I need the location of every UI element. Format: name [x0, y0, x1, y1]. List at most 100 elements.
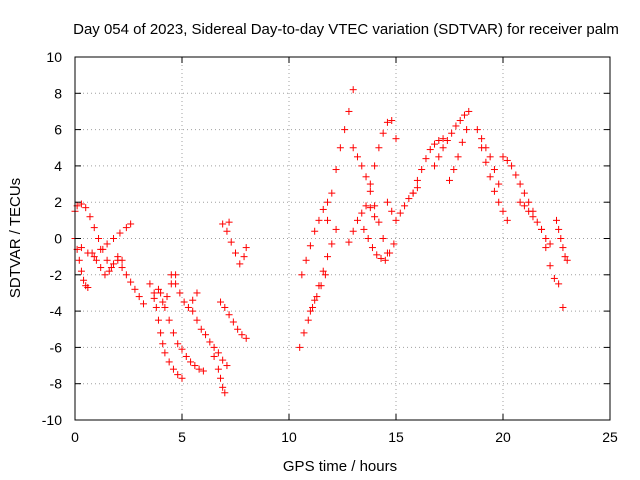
- data-point: [478, 135, 486, 143]
- data-point: [101, 271, 109, 279]
- data-point: [368, 244, 376, 252]
- data-point: [165, 358, 173, 366]
- x-tick-label: 15: [388, 429, 404, 445]
- data-point: [503, 216, 511, 224]
- data-point: [553, 216, 560, 224]
- data-point: [88, 249, 96, 257]
- grid: [75, 57, 610, 420]
- data-point: [345, 107, 353, 115]
- data-point: [460, 111, 468, 119]
- data-point: [486, 153, 494, 161]
- data-point: [495, 198, 503, 206]
- data-point: [225, 218, 233, 226]
- y-tick-label: -2: [50, 267, 63, 283]
- x-axis-label: GPS time / hours: [283, 458, 397, 475]
- data-point: [172, 280, 180, 288]
- data-point: [195, 365, 203, 373]
- data-point: [328, 240, 336, 248]
- data-point: [214, 349, 222, 357]
- data-point: [396, 209, 404, 217]
- data-point: [319, 267, 327, 275]
- data-point: [304, 316, 312, 324]
- data-point: [478, 144, 486, 152]
- data-point: [371, 213, 379, 221]
- data-point: [107, 264, 115, 272]
- data-point: [174, 371, 182, 379]
- data-point: [401, 202, 409, 210]
- data-point: [296, 343, 304, 351]
- data-point: [116, 229, 124, 237]
- x-tick-label: 0: [71, 429, 79, 445]
- data-point: [84, 284, 92, 292]
- data-point: [362, 173, 370, 181]
- data-point: [187, 358, 195, 366]
- data-point: [341, 126, 349, 134]
- data-point: [473, 126, 481, 134]
- data-point: [520, 189, 528, 197]
- y-tick-label: 6: [54, 122, 62, 138]
- x-tick-label: 10: [281, 429, 297, 445]
- data-point: [463, 126, 471, 134]
- data-point: [225, 311, 233, 319]
- data-point: [431, 140, 439, 148]
- data-point: [559, 244, 567, 252]
- data-point: [486, 173, 494, 181]
- data-point: [409, 189, 417, 197]
- tick-labels: 0 5 10 15 20 25 -10 -8 -6 -4 -2 0 2 4 6 8 10: [42, 49, 618, 445]
- data-point: [234, 325, 242, 333]
- data-point: [82, 204, 90, 212]
- y-tick-label: 4: [54, 158, 62, 174]
- data-point: [219, 356, 227, 364]
- data-point: [217, 374, 225, 382]
- data-point: [202, 331, 210, 339]
- data-point: [328, 189, 336, 197]
- data-point: [332, 225, 340, 233]
- data-point: [184, 303, 192, 311]
- data-point: [154, 285, 162, 293]
- data-point: [236, 260, 244, 268]
- x-tick-label: 5: [178, 429, 186, 445]
- data-point: [242, 334, 250, 342]
- data-point: [336, 144, 344, 152]
- data-point: [135, 293, 143, 301]
- data-point: [386, 249, 394, 257]
- data-point: [405, 195, 413, 203]
- data-point: [465, 107, 473, 115]
- y-tick-label: -10: [42, 412, 62, 428]
- data-point: [550, 274, 558, 282]
- data-point: [379, 129, 387, 137]
- data-point: [122, 271, 130, 279]
- data-point: [546, 240, 554, 248]
- data-point: [324, 253, 332, 261]
- data-point: [127, 220, 135, 228]
- data-point: [388, 207, 396, 215]
- data-point: [446, 176, 453, 184]
- data-point: [439, 144, 447, 152]
- data-point: [229, 318, 237, 326]
- data-point: [324, 216, 332, 224]
- data-point: [383, 198, 391, 206]
- data-point: [139, 300, 147, 308]
- data-point: [206, 338, 214, 346]
- data-point: [390, 240, 398, 248]
- data-point: [392, 135, 400, 143]
- data-point: [105, 267, 113, 275]
- data-point: [122, 224, 130, 232]
- data-point: [242, 244, 250, 252]
- y-tick-label: -8: [50, 376, 63, 392]
- data-point: [217, 298, 225, 306]
- data-point: [127, 278, 135, 286]
- data-point: [499, 207, 507, 215]
- data-point: [358, 209, 366, 217]
- data-point: [490, 166, 498, 174]
- data-point: [373, 251, 381, 259]
- data-point: [152, 303, 160, 311]
- data-point: [315, 282, 323, 290]
- data-point: [413, 184, 421, 192]
- data-point: [448, 129, 456, 137]
- data-point: [182, 352, 190, 360]
- data-point: [379, 235, 387, 242]
- data-point: [542, 235, 550, 242]
- data-point: [431, 162, 439, 170]
- data-point: [191, 362, 199, 370]
